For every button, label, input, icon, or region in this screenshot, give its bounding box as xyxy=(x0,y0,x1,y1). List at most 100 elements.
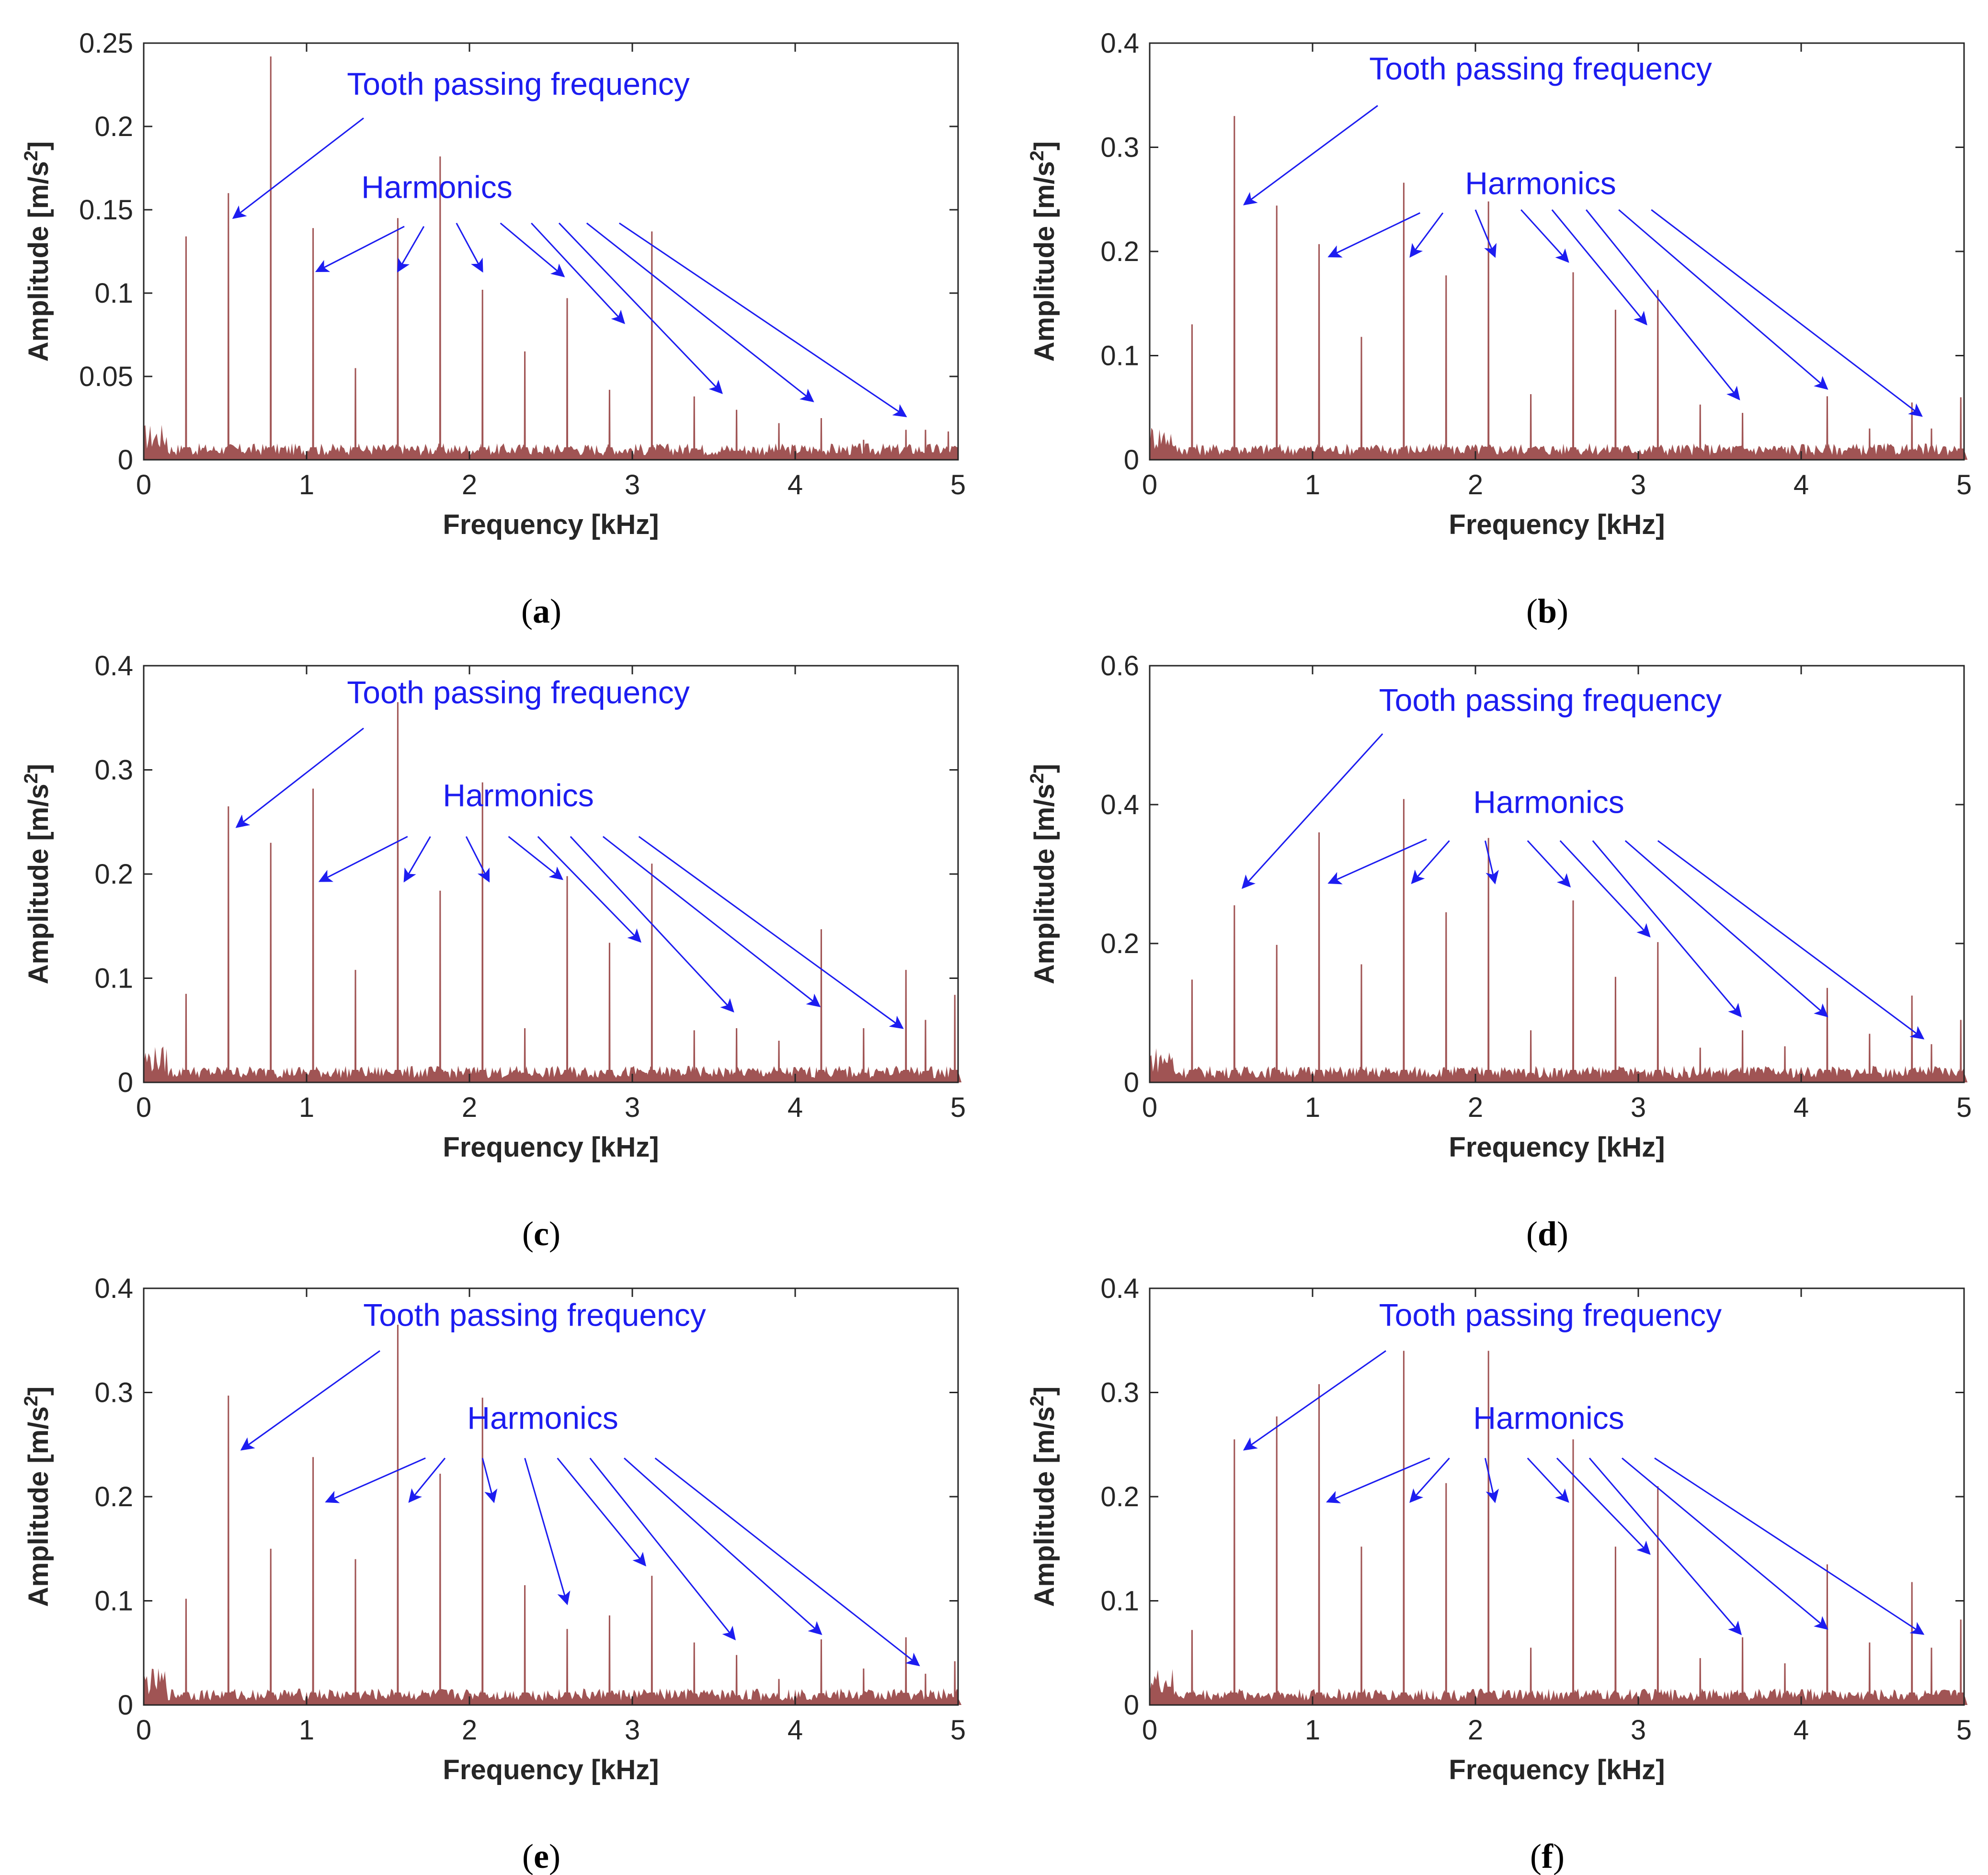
spectral-peak xyxy=(857,1028,870,1082)
spectral-peak xyxy=(349,970,362,1082)
spectral-peak xyxy=(645,1576,659,1705)
spectral-peak xyxy=(1185,1630,1199,1705)
spectral-peak xyxy=(941,431,955,460)
noise-floor xyxy=(144,1046,958,1082)
spectral-peak xyxy=(603,1615,617,1705)
y-tick-label: 0.4 xyxy=(94,1273,133,1304)
annotation-harmonics: Harmonics xyxy=(1465,165,1616,201)
spectral-peak xyxy=(899,970,913,1082)
x-tick-label: 5 xyxy=(950,469,966,500)
x-tick-label: 2 xyxy=(1468,1715,1483,1746)
annotation-arrow-tooth xyxy=(235,727,364,828)
x-tick-label: 2 xyxy=(462,1715,477,1746)
annotation-arrow-harmonic xyxy=(1327,839,1427,885)
spectral-peak xyxy=(264,842,278,1082)
annotation-arrow-harmonic xyxy=(500,222,565,278)
spectral-peak xyxy=(772,1679,786,1705)
spectral-peak xyxy=(306,1457,320,1705)
spectral-peak xyxy=(349,368,362,460)
x-tick-label: 3 xyxy=(625,1092,640,1123)
plot-frame xyxy=(143,42,959,461)
spectral-peak xyxy=(1693,1658,1707,1705)
annotation-arrow-harmonic xyxy=(481,1458,498,1503)
spectral-peak xyxy=(1862,1642,1876,1705)
annotation-arrow-harmonic xyxy=(1618,209,1828,390)
x-tick-label: 1 xyxy=(1305,469,1320,500)
x-tick-label: 1 xyxy=(299,1092,314,1123)
spectral-peak xyxy=(1439,912,1453,1082)
y-axis-label: Amplitude [m/s2] xyxy=(1027,141,1060,362)
plot-frame xyxy=(143,665,959,1083)
spectral-peak xyxy=(349,1559,362,1705)
y-tick-label: 0.05 xyxy=(79,361,133,392)
annotation-arrow-harmonic xyxy=(1411,840,1450,884)
spectral-peak xyxy=(1270,1416,1284,1705)
annotation-tooth-passing: Tooth passing frequency xyxy=(363,1297,706,1332)
annotation-tooth-passing: Tooth passing frequency xyxy=(347,674,689,710)
annotation-arrow-harmonic xyxy=(1474,209,1497,258)
spectral-peak xyxy=(857,1668,870,1705)
x-tick-label: 1 xyxy=(1305,1092,1320,1123)
annotation-harmonics: Harmonics xyxy=(361,170,512,205)
spectral-peak xyxy=(1312,244,1326,460)
x-tick-label: 3 xyxy=(625,1715,640,1746)
spectral-peak xyxy=(1925,428,1938,460)
annotation-arrow-harmonic xyxy=(1326,1457,1430,1503)
annotation-arrow-harmonic xyxy=(1527,1457,1569,1503)
y-tick-label: 0.3 xyxy=(94,1377,133,1409)
y-axis-label: Amplitude [m/s2] xyxy=(21,141,54,362)
chart-panel-b: 0 1 2 3 4 5 0 0.1 0.2 0.3 0.4 Frequency [kHz] Amplit… xyxy=(1027,28,1972,630)
y-tick-label: 0.2 xyxy=(1100,236,1139,267)
annotation-arrow-harmonic xyxy=(315,226,405,273)
spectral-peak xyxy=(433,156,447,460)
spectral-peak xyxy=(1185,324,1199,460)
annotation-arrow-harmonic xyxy=(638,836,904,1029)
spectral-peak xyxy=(1397,799,1411,1082)
spectral-peak xyxy=(1609,309,1622,460)
panel-caption: (b) xyxy=(1526,592,1568,630)
x-tick-label: 2 xyxy=(1468,469,1483,500)
spectral-peak xyxy=(687,396,701,460)
spectral-peak xyxy=(919,430,932,460)
y-tick-label: 0.2 xyxy=(94,1481,133,1512)
spectral-peak xyxy=(1651,290,1665,460)
annotation-arrow-harmonic xyxy=(508,836,563,880)
annotation-arrow-harmonic xyxy=(558,222,723,394)
spectral-peak xyxy=(1355,1546,1368,1705)
annotation-arrow-harmonic xyxy=(1484,1458,1499,1503)
spectral-peak xyxy=(948,995,962,1082)
spectral-peak xyxy=(687,1642,701,1705)
x-tick-label: 0 xyxy=(1142,469,1157,500)
y-tick-label: 0.4 xyxy=(1100,1273,1139,1304)
spectral-peak xyxy=(1862,428,1876,460)
spectral-peak xyxy=(919,1020,932,1082)
spectral-peak xyxy=(1954,397,1968,460)
y-tick-label: 0.4 xyxy=(94,650,133,682)
x-tick-label: 5 xyxy=(1956,469,1972,500)
spectral-peak xyxy=(1185,979,1199,1082)
noise-floor xyxy=(144,425,958,460)
spectral-peak xyxy=(1820,1564,1834,1705)
spectral-peak xyxy=(476,290,490,460)
spectral-peak xyxy=(221,1396,235,1705)
y-axis-label: Amplitude [m/s2] xyxy=(21,764,54,985)
x-tick-label: 4 xyxy=(1794,469,1809,500)
spectral-peak xyxy=(730,409,743,460)
spectral-peak xyxy=(476,1398,490,1705)
annotation-harmonics: Harmonics xyxy=(443,778,594,813)
spectral-peak xyxy=(560,876,574,1082)
annotation-arrow-harmonic xyxy=(1586,209,1740,401)
noise-floor xyxy=(1150,1669,1964,1705)
noise-floor xyxy=(1150,428,1964,460)
x-tick-label: 2 xyxy=(462,469,477,500)
spectral-peak xyxy=(391,218,405,460)
y-tick-label: 0.1 xyxy=(1100,1586,1139,1617)
annotation-arrow-harmonic xyxy=(325,1457,426,1503)
spectral-peak xyxy=(1820,396,1834,460)
y-tick-label: 0.25 xyxy=(79,28,133,59)
spectral-peak xyxy=(306,228,320,460)
panel-caption: (d) xyxy=(1526,1215,1568,1253)
spectral-peak xyxy=(433,1474,447,1705)
spectral-peak xyxy=(1778,1046,1792,1082)
